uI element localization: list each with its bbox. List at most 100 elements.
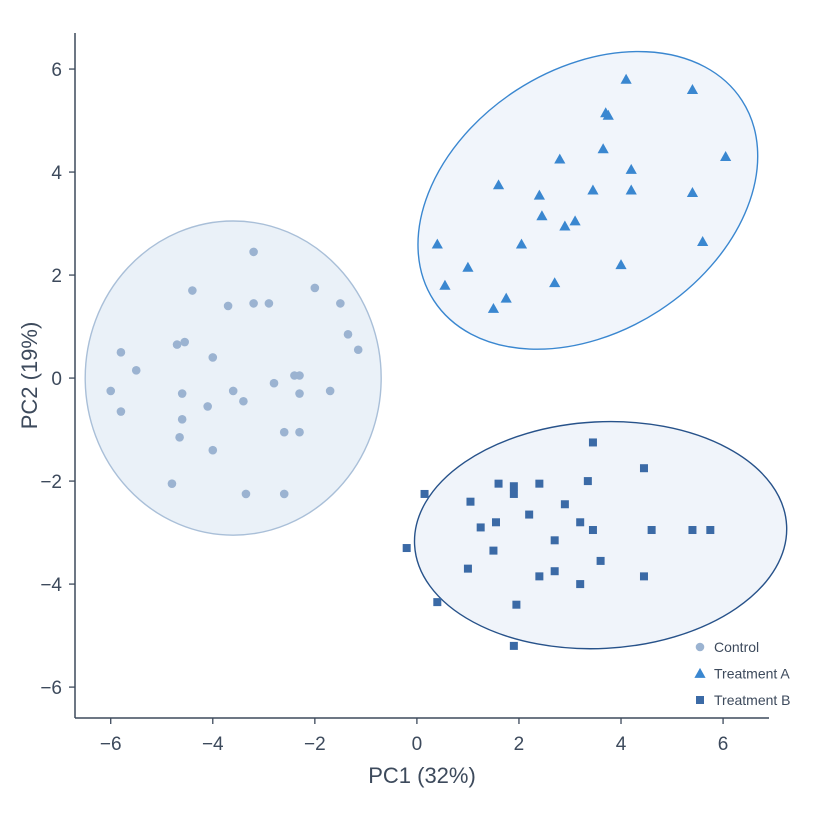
data-point-series-2 [697,235,709,246]
data-point-series-1 [279,489,289,499]
data-point-series-3 [596,556,605,565]
data-point-series-3 [588,526,597,535]
x-tick-label: −6 [100,734,122,755]
data-point-series-2 [569,215,581,226]
data-point-series-1 [116,407,126,416]
data-point-series-2 [686,187,699,198]
data-point-series-1 [180,337,190,347]
y-axis-ticks: −6 −4 −2 0 2 4 6 [40,60,75,699]
data-point-series-3 [550,567,559,576]
data-point-series-3 [576,580,585,589]
data-point-series-1 [223,301,233,311]
data-point-series-3 [476,523,485,532]
data-point-series-2 [431,238,443,249]
data-point-series-1 [249,247,258,257]
data-point-series-3 [688,526,697,535]
legend-label-3: Treatment B [714,692,791,708]
data-point-series-1 [239,396,248,406]
data-point-series-1 [167,479,177,488]
data-point-series-1 [295,371,304,380]
data-point-series-1 [177,414,187,424]
x-axis-label: PC1 (32%) [368,763,476,788]
x-axis-ticks: −6 −4 −2 0 2 4 6 [100,718,728,755]
x-tick-label: −2 [304,734,326,755]
data-point-series-1 [343,329,353,339]
cluster-ellipse-2 [417,50,759,350]
data-point-series-3 [639,572,648,581]
y-axis-label: PC2 (19%) [17,322,42,430]
x-tick-label: 6 [718,734,729,755]
y-tick-label: 4 [51,163,62,184]
data-point-series-3 [535,572,544,581]
y-tick-label: −2 [40,472,62,493]
data-point-series-1 [241,489,251,499]
data-point-series-2 [462,261,474,272]
data-point-series-2 [554,153,566,164]
data-point-series-1 [295,427,304,437]
data-point-series-2 [549,277,561,288]
data-point-series-2 [686,84,699,95]
legend-marker-2 [694,667,706,678]
data-point-series-1 [208,353,218,362]
cluster-ellipse-3 [413,420,788,650]
data-point-series-3 [489,546,498,555]
data-point-series-3 [535,479,544,488]
data-point-series-1 [249,299,258,308]
data-point-series-3 [466,497,475,506]
data-point-series-2 [439,279,451,290]
data-point-series-2 [615,259,627,270]
data-point-series-1 [228,386,238,396]
data-point-series-3 [491,518,500,527]
data-point-series-3 [509,482,518,491]
cluster-ellipse-1 [84,220,382,536]
data-point-series-3 [525,510,534,519]
data-point-series-3 [550,536,559,545]
data-point-series-3 [433,598,442,607]
cluster-ellipses [84,50,788,650]
legend-label-1: Control [714,639,759,655]
y-tick-label: 2 [51,266,62,287]
x-tick-label: −4 [202,734,224,755]
x-tick-label: 4 [616,734,627,755]
axes: −6 −4 −2 0 2 4 6 −6 −4 −2 0 2 4 6 [40,33,769,755]
data-point-series-3 [560,500,569,509]
y-tick-label: −4 [40,575,62,596]
data-point-series-2 [587,184,599,195]
legend: Control Treatment A Treatment B [694,639,791,708]
data-point-series-2 [559,220,571,231]
data-point-series-3 [706,526,715,535]
data-point-series-2 [487,302,500,313]
data-point-series-1 [116,348,126,357]
data-point-series-3 [509,489,518,498]
legend-marker-1 [695,642,705,652]
data-point-series-2 [533,189,545,200]
data-point-series-1 [336,299,345,308]
data-point-series-2 [536,210,548,221]
data-point-series-1 [188,286,197,295]
data-point-series-3 [583,477,592,486]
data-point-series-1 [208,445,218,455]
data-point-series-3 [402,544,411,553]
data-point-series-2 [720,151,732,161]
data-point-series-3 [494,479,503,488]
data-point-series-2 [625,184,637,195]
data-points [106,73,732,650]
y-tick-label: 6 [51,60,62,81]
data-point-series-2 [500,292,512,303]
y-tick-label: 0 [51,369,62,390]
data-point-series-2 [602,109,614,120]
data-point-series-1 [203,402,212,411]
data-point-series-1 [264,299,274,308]
data-point-series-1 [279,427,289,437]
legend-label-2: Treatment A [714,666,790,682]
data-point-series-3 [509,641,518,650]
data-point-series-2 [597,143,609,154]
data-point-series-1 [175,433,184,442]
x-tick-label: 2 [514,734,525,755]
data-point-series-1 [177,389,187,398]
data-point-series-1 [269,378,279,388]
data-point-series-3 [420,489,429,498]
data-point-series-3 [588,438,597,447]
data-point-series-2 [620,73,632,84]
data-point-series-1 [325,386,335,396]
